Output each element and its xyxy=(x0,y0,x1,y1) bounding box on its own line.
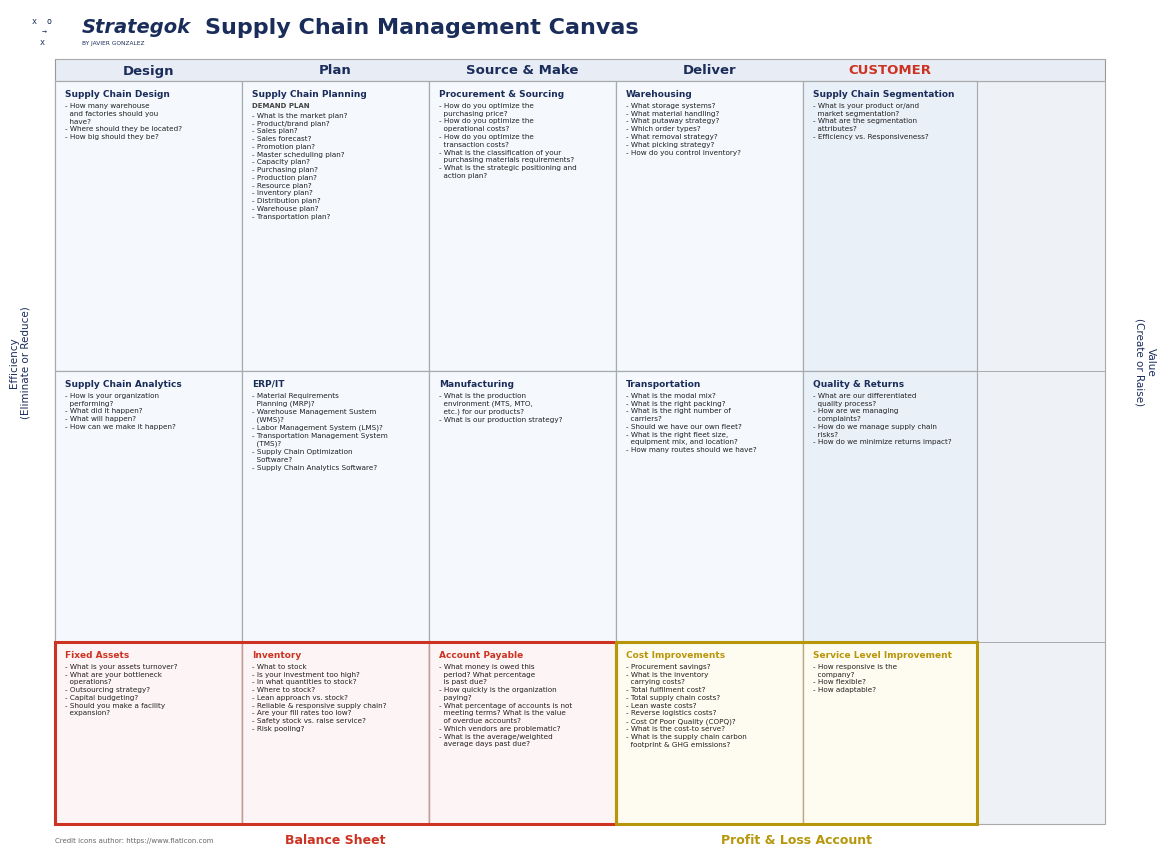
Text: - How is your organization
  performing?
- What did it happen?
- What will happe: - How is your organization performing? -… xyxy=(66,392,176,429)
Text: Design: Design xyxy=(123,65,174,78)
Text: - What is the market plan?
- Product/brand plan?
- Sales plan?
- Sales forecast?: - What is the market plan? - Product/bra… xyxy=(252,112,347,220)
Text: Deliver: Deliver xyxy=(682,65,736,78)
Text: CUSTOMER: CUSTOMER xyxy=(848,65,931,78)
Text: Inventory: Inventory xyxy=(252,650,301,659)
Text: BY JAVIER GONZALEZ: BY JAVIER GONZALEZ xyxy=(82,42,145,47)
Bar xyxy=(55,642,242,824)
Text: Quality & Returns: Quality & Returns xyxy=(813,379,903,389)
Text: - How many warehouse
  and factories should you
  have?
- Where should they be l: - How many warehouse and factories shoul… xyxy=(66,103,183,140)
Bar xyxy=(55,82,1104,824)
Text: Value
(Create or Raise): Value (Create or Raise) xyxy=(1134,318,1156,406)
Bar xyxy=(242,82,428,371)
Bar xyxy=(242,642,428,824)
Text: - What is your product or/and
  market segmentation?
- What are the segmentation: - What is your product or/and market seg… xyxy=(813,103,928,140)
Bar xyxy=(615,82,803,371)
Text: DEMAND PLAN: DEMAND PLAN xyxy=(252,103,310,109)
Text: Efficiency
(Eliminate or Reduce): Efficiency (Eliminate or Reduce) xyxy=(9,306,30,418)
Text: Supply Chain Planning: Supply Chain Planning xyxy=(252,90,366,99)
Bar xyxy=(55,642,615,824)
Text: - Material Requirements
  Planning (MRP)?
- Warehouse Management Sustem
  (WMS)?: - Material Requirements Planning (MRP)? … xyxy=(252,392,387,470)
Text: - What is your assets turnover?
- What are your bottleneck
  operations?
- Outso: - What is your assets turnover? - What a… xyxy=(66,663,178,716)
Text: - What are our differentiated
  quality process?
- How are we managing
  complai: - What are our differentiated quality pr… xyxy=(813,392,951,445)
Bar xyxy=(55,371,242,642)
Text: Profit & Loss Account: Profit & Loss Account xyxy=(721,833,872,847)
Text: - How do you optimize the
  purchasing price?
- How do you optimize the
  operat: - How do you optimize the purchasing pri… xyxy=(439,103,577,179)
Bar xyxy=(803,642,977,824)
Bar xyxy=(615,642,977,824)
Text: Warehousing: Warehousing xyxy=(626,90,693,99)
Bar xyxy=(803,371,977,642)
Text: ERP/IT: ERP/IT xyxy=(252,379,284,389)
Bar xyxy=(428,82,615,371)
Bar xyxy=(428,642,615,824)
Bar xyxy=(803,82,977,371)
Text: - What money is owed this
  period? What percentage
  is past due?
- How quickly: - What money is owed this period? What p… xyxy=(439,663,572,746)
Text: Cost Improvements: Cost Improvements xyxy=(626,650,725,659)
Text: Account Payable: Account Payable xyxy=(439,650,523,659)
Text: Source & Make: Source & Make xyxy=(466,65,578,78)
Text: Procurement & Sourcing: Procurement & Sourcing xyxy=(439,90,564,99)
Text: - Procurement savings?
- What is the inventory
  carrying costs?
- Total fulfilm: - Procurement savings? - What is the inv… xyxy=(626,663,746,747)
Text: Fixed Assets: Fixed Assets xyxy=(66,650,129,659)
Text: - What storage systems?
- What material handling?
- What putaway strategy?
- Whi: - What storage systems? - What material … xyxy=(626,103,741,155)
Text: Supply Chain Management Canvas: Supply Chain Management Canvas xyxy=(205,18,639,38)
Bar xyxy=(55,60,1104,82)
Bar xyxy=(428,371,615,642)
Text: Supply Chain Design: Supply Chain Design xyxy=(66,90,170,99)
Bar xyxy=(615,642,803,824)
Text: Strategok: Strategok xyxy=(82,19,191,37)
Text: Manufacturing: Manufacturing xyxy=(439,379,514,389)
Text: - How responsive is the
  company?
- How flexible?
- How adaptable?: - How responsive is the company? - How f… xyxy=(813,663,896,693)
Text: Supply Chain Segmentation: Supply Chain Segmentation xyxy=(813,90,954,99)
Bar xyxy=(615,371,803,642)
Text: Supply Chain Analytics: Supply Chain Analytics xyxy=(66,379,181,389)
Text: Credit icons author: https://www.flaticon.com: Credit icons author: https://www.flatico… xyxy=(55,837,213,843)
Text: Service Level Improvement: Service Level Improvement xyxy=(813,650,951,659)
Bar xyxy=(55,82,242,371)
Text: - What is the modal mix?
- What is the right packing?
- What is the right number: - What is the modal mix? - What is the r… xyxy=(626,392,757,452)
Text: Transportation: Transportation xyxy=(626,379,701,389)
Bar xyxy=(242,371,428,642)
Text: Plan: Plan xyxy=(319,65,352,78)
Text: Balance Sheet: Balance Sheet xyxy=(285,833,386,847)
Text: - What to stock
- Is your investment too high?
- In what quantities to stock?
- : - What to stock - Is your investment too… xyxy=(252,663,386,731)
Text: x  o
 →
x: x o → x xyxy=(32,17,51,47)
Text: - What is the production
  environment (MTS, MTO,
  etc.) for our products?
- Wh: - What is the production environment (MT… xyxy=(439,392,563,423)
